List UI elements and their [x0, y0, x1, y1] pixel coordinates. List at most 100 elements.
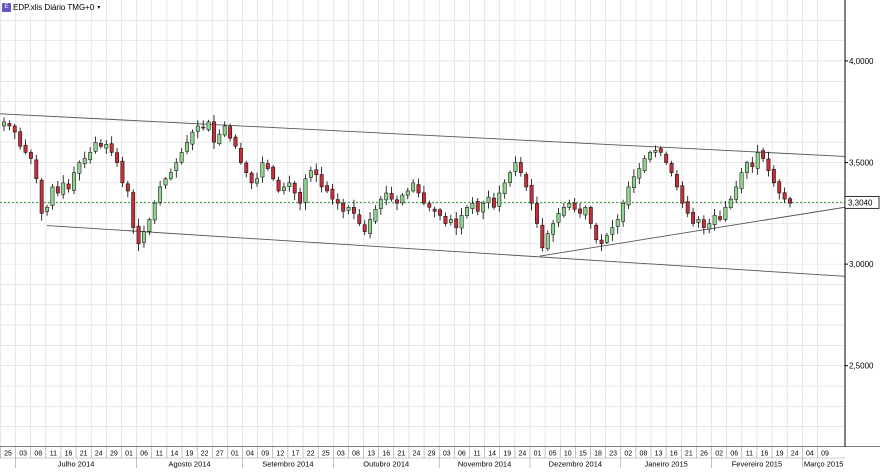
candle-up[interactable]: [556, 213, 561, 223]
candle-down[interactable]: [524, 174, 529, 188]
candle-up[interactable]: [72, 172, 76, 191]
candle-up[interactable]: [378, 198, 383, 209]
candle-up[interactable]: [152, 202, 157, 221]
candle-down[interactable]: [228, 126, 233, 139]
candle-up[interactable]: [400, 194, 405, 204]
candle-up[interactable]: [82, 158, 87, 164]
trend-line[interactable]: [0, 113, 846, 157]
candle-up[interactable]: [77, 162, 82, 174]
candle-up[interactable]: [648, 152, 652, 160]
candle-up[interactable]: [508, 172, 512, 183]
candle-down[interactable]: [330, 188, 335, 200]
candle-down[interactable]: [454, 218, 459, 228]
candle-down[interactable]: [438, 209, 442, 216]
candle-down[interactable]: [771, 168, 776, 184]
candle-down[interactable]: [109, 143, 114, 153]
chevron-down-icon[interactable]: ▾: [97, 4, 101, 11]
candle-down[interactable]: [680, 185, 685, 204]
candle-down[interactable]: [325, 185, 329, 192]
candle-up[interactable]: [384, 192, 389, 201]
candle-up[interactable]: [745, 162, 749, 173]
candle-down[interactable]: [766, 158, 771, 171]
candle-up[interactable]: [287, 182, 292, 188]
candle-up[interactable]: [158, 186, 163, 203]
candle-up[interactable]: [50, 186, 55, 206]
candle-down[interactable]: [788, 198, 792, 204]
candle-down[interactable]: [594, 224, 599, 241]
candle-up[interactable]: [755, 152, 760, 169]
candle-down[interactable]: [271, 166, 276, 180]
candle-up[interactable]: [405, 190, 410, 196]
candle-up[interactable]: [104, 144, 109, 149]
candle-up[interactable]: [626, 186, 631, 206]
candle-down[interactable]: [298, 192, 303, 204]
candle-down[interactable]: [395, 199, 399, 204]
candle-down[interactable]: [233, 136, 238, 147]
candle-up[interactable]: [728, 198, 733, 208]
candle-down[interactable]: [115, 152, 119, 163]
candle-down[interactable]: [98, 143, 103, 147]
candle-down[interactable]: [578, 208, 582, 214]
candle-up[interactable]: [448, 219, 453, 223]
candle-up[interactable]: [190, 131, 195, 145]
candle-up[interactable]: [174, 162, 179, 171]
candle-down[interactable]: [55, 186, 60, 194]
candle-down[interactable]: [518, 162, 523, 173]
candle-up[interactable]: [222, 125, 227, 136]
candle-up[interactable]: [642, 158, 647, 171]
candle-up[interactable]: [346, 206, 351, 211]
candle-up[interactable]: [2, 121, 6, 127]
candle-up[interactable]: [163, 178, 168, 186]
candle-down[interactable]: [416, 184, 421, 194]
candle-up[interactable]: [567, 202, 572, 208]
candle-up[interactable]: [88, 152, 93, 160]
candle-up[interactable]: [486, 196, 491, 203]
candle-up[interactable]: [497, 192, 502, 207]
candle-down[interactable]: [357, 214, 362, 224]
candle-down[interactable]: [39, 179, 44, 214]
candle-up[interactable]: [561, 206, 566, 216]
candle-up[interactable]: [185, 141, 189, 152]
candle-down[interactable]: [572, 202, 577, 210]
candle-down[interactable]: [475, 201, 480, 212]
candle-up[interactable]: [502, 182, 507, 194]
candle-up[interactable]: [605, 235, 609, 243]
candle-down[interactable]: [675, 174, 679, 188]
candle-down[interactable]: [314, 169, 319, 175]
candle-up[interactable]: [723, 206, 728, 220]
trend-line[interactable]: [46, 225, 846, 277]
candle-down[interactable]: [66, 183, 71, 190]
candle-down[interactable]: [12, 125, 17, 133]
candle-up[interactable]: [637, 168, 642, 179]
candle-up[interactable]: [260, 162, 265, 178]
candle-up[interactable]: [545, 233, 550, 250]
candle-up[interactable]: [217, 133, 222, 144]
candle-up[interactable]: [621, 202, 626, 222]
candle-down[interactable]: [212, 121, 216, 143]
candle-up[interactable]: [168, 172, 173, 179]
candle-up[interactable]: [61, 182, 66, 195]
candle-up[interactable]: [206, 121, 211, 131]
candle-up[interactable]: [411, 182, 416, 192]
candle-down[interactable]: [34, 159, 39, 180]
candle-up[interactable]: [712, 215, 717, 225]
candle-down[interactable]: [750, 162, 755, 167]
candle-down[interactable]: [249, 172, 254, 184]
candle-down[interactable]: [292, 182, 297, 194]
candle-up[interactable]: [696, 219, 701, 223]
candle-down[interactable]: [421, 192, 426, 204]
candle-down[interactable]: [782, 192, 787, 200]
candle-up[interactable]: [147, 219, 152, 232]
candle-down[interactable]: [432, 208, 437, 212]
trend-lines[interactable]: [0, 113, 846, 277]
candle-down[interactable]: [276, 179, 281, 192]
price-axis[interactable]: 2,5000 3,0000 3,5000 4,0000 3,3040: [844, 0, 880, 447]
candle-up[interactable]: [615, 219, 620, 227]
candle-up[interactable]: [734, 186, 739, 200]
candle-up[interactable]: [739, 172, 744, 190]
candle-up[interactable]: [142, 231, 146, 243]
candle-down[interactable]: [718, 216, 722, 220]
candle-up[interactable]: [583, 206, 588, 216]
candle-down[interactable]: [125, 183, 130, 192]
